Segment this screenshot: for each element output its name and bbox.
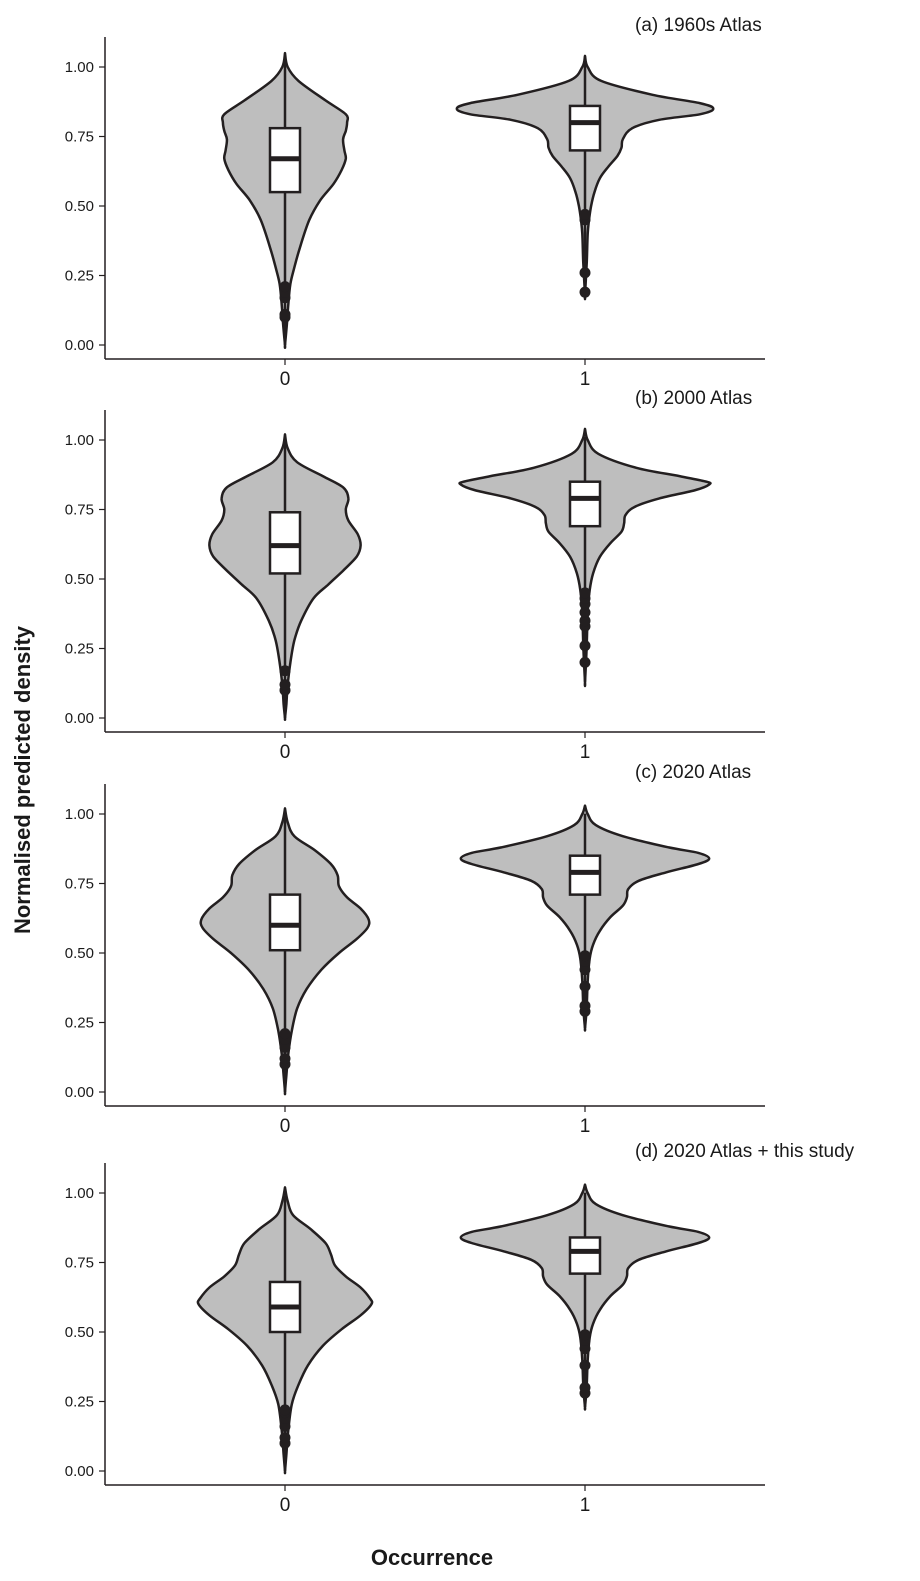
y-tick-label: 0.75	[65, 1255, 94, 1272]
x-axis-label: Occurrence	[371, 1545, 493, 1570]
outlier-point	[279, 1421, 291, 1433]
violin-group-1	[459, 1183, 711, 1411]
box-iqr	[568, 1236, 602, 1275]
panel-a: (a) 1960s Atlas 0.00 0.25 0.50 0.75 1.00 0 1	[65, 15, 765, 390]
y-tick-label: 0.50	[65, 571, 94, 588]
y-axis-label: Normalised predicted density	[10, 625, 35, 934]
y-tick-label: 0.00	[65, 710, 94, 727]
y-tick-label: 0.00	[65, 1084, 94, 1101]
violin-group-0	[221, 51, 350, 350]
outlier-point	[279, 1028, 291, 1040]
y-tick-label: 0.75	[65, 129, 94, 146]
outlier-point	[579, 1382, 591, 1394]
y-tick-label: 0.50	[65, 1324, 94, 1341]
y-tick-label: 1.00	[65, 1185, 94, 1202]
y-tick-label: 0.00	[65, 337, 94, 354]
violin-group-1	[459, 804, 711, 1032]
y-tick-label: 0.25	[65, 641, 94, 658]
outlier-point	[279, 1404, 291, 1416]
violin-group-0	[196, 1186, 374, 1475]
box-iqr	[568, 104, 602, 152]
x-tick-label: 1	[580, 1116, 591, 1137]
violin-group-0	[208, 433, 362, 721]
outlier-point	[579, 1000, 591, 1012]
violin-group-0	[199, 807, 371, 1096]
outlier-point	[279, 1042, 291, 1054]
x-tick-label: 0	[280, 1116, 291, 1137]
y-tick-label: 0.75	[65, 502, 94, 519]
box-iqr	[568, 854, 602, 896]
outlier-point	[279, 1053, 291, 1065]
y-tick-label: 1.00	[65, 806, 94, 823]
y-tick-label: 0.25	[65, 268, 94, 285]
outlier-point	[279, 679, 291, 691]
outlier-point	[579, 980, 591, 992]
outlier-point	[579, 587, 591, 599]
x-tick-label: 1	[580, 1495, 591, 1516]
y-tick-label: 0.50	[65, 198, 94, 215]
outlier-point	[279, 281, 291, 293]
violin-group-1	[458, 427, 712, 688]
y-tick-label: 0.75	[65, 876, 94, 893]
box-iqr	[268, 893, 302, 952]
y-tick-label: 0.50	[65, 945, 94, 962]
outlier-point	[579, 950, 591, 962]
x-tick-label: 1	[580, 742, 591, 763]
box-iqr	[568, 480, 602, 528]
outlier-point	[279, 308, 291, 320]
outlier-point	[579, 208, 591, 220]
y-tick-label: 1.00	[65, 59, 94, 76]
panel-title: (b) 2000 Atlas	[635, 388, 752, 409]
outlier-point	[579, 656, 591, 668]
outlier-point	[579, 606, 591, 618]
outlier-point	[279, 665, 291, 677]
outlier-point	[579, 640, 591, 652]
outlier-point	[279, 1432, 291, 1444]
outlier-point	[579, 964, 591, 976]
outlier-point	[579, 1343, 591, 1355]
panel-c: (c) 2020 Atlas 0.00 0.25 0.50 0.75 1.00 0 1	[65, 762, 765, 1137]
y-tick-label: 0.25	[65, 1015, 94, 1032]
outlier-point	[579, 615, 591, 627]
y-tick-label: 0.00	[65, 1463, 94, 1480]
x-tick-label: 1	[580, 369, 591, 390]
outlier-point	[579, 1359, 591, 1371]
panel-title: (d) 2020 Atlas + this study	[635, 1141, 855, 1162]
outlier-point	[579, 286, 591, 298]
panel-b: (b) 2000 Atlas 0.00 0.25 0.50 0.75 1.00 0 1	[65, 388, 765, 763]
y-tick-label: 1.00	[65, 432, 94, 449]
y-tick-label: 0.25	[65, 1394, 94, 1411]
outlier-point	[579, 1329, 591, 1341]
panel-d: (d) 2020 Atlas + this study 0.00 0.25 0.50 0…	[65, 1141, 855, 1516]
x-tick-label: 0	[280, 369, 291, 390]
panel-title: (a) 1960s Atlas	[635, 15, 762, 36]
box-iqr	[268, 511, 302, 575]
x-tick-label: 0	[280, 742, 291, 763]
outlier-point	[579, 267, 591, 279]
violin-group-1	[455, 54, 715, 301]
panel-title: (c) 2020 Atlas	[635, 762, 751, 783]
x-tick-label: 0	[280, 1495, 291, 1516]
